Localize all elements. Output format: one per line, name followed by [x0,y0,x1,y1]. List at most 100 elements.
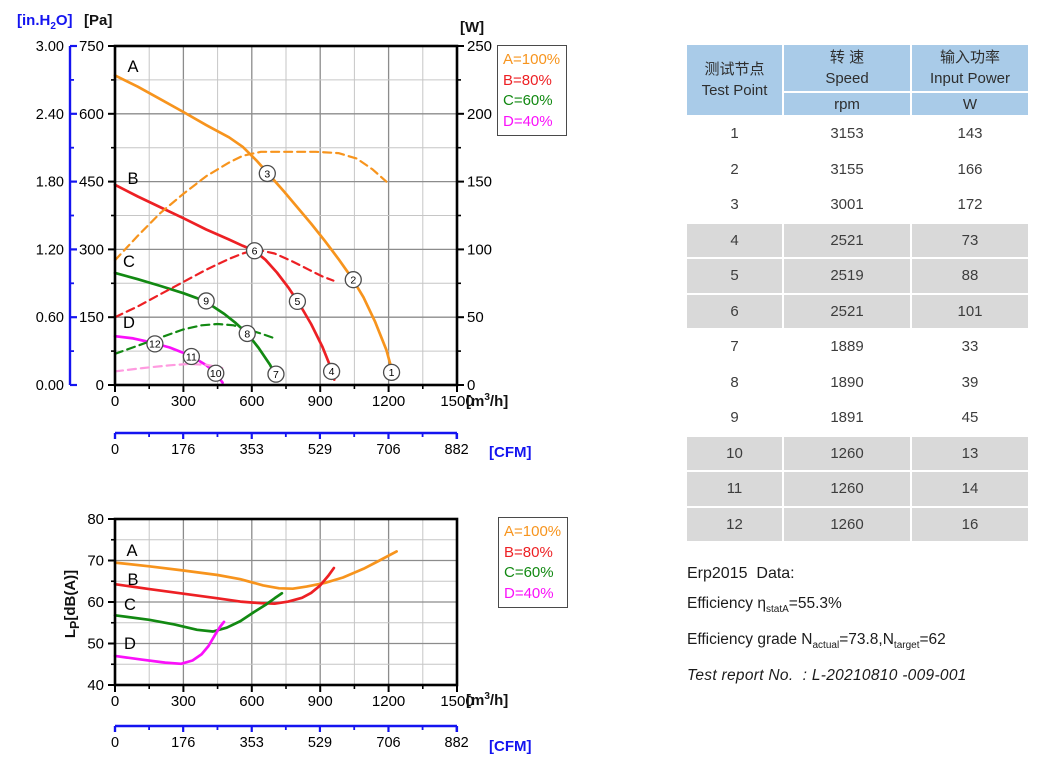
svg-text:80: 80 [87,511,104,528]
svg-text:60: 60 [87,594,104,611]
header-input-power: 输入功率 Input Power [912,45,1028,91]
test-report-number: Test report No. : L-20210810 -009-001 [687,667,967,685]
svg-text:1500: 1500 [440,393,473,410]
noise-chart: 80 70 60 50 40 0 300 600 900 1200 1500 0 176 353 529 70… [87,511,473,751]
table-cell-power: 88 [912,259,1028,293]
svg-text:450: 450 [79,174,104,191]
table-row: 9 1891 45 [687,401,1028,435]
table-cell-point: 11 [687,472,782,506]
table-cell-speed: 3153 [784,117,910,151]
svg-text:50: 50 [467,309,484,326]
cfm-axis-label-top: [CFM] [489,444,532,461]
table-cell-point: 3 [687,188,782,222]
svg-text:176: 176 [171,735,195,751]
svg-text:750: 750 [79,38,104,55]
table-cell-power: 14 [912,472,1028,506]
erp-title: Erp2015 Data: [687,565,795,582]
legend-item: B=80% [504,543,553,561]
svg-text:4: 4 [329,366,335,378]
table-cell-speed: 1260 [784,507,910,541]
table-row: 1 3153 143 [687,117,1028,151]
header-power-unit: W [912,93,1028,115]
svg-text:12: 12 [149,339,161,351]
legend-item: B=80% [503,71,552,89]
svg-text:900: 900 [308,393,333,410]
table-cell-point: 6 [687,294,782,328]
table-row: 6 2521 101 [687,294,1028,328]
header-speed-unit: rpm [784,93,910,115]
svg-text:10: 10 [210,368,222,380]
svg-text:8: 8 [244,328,250,340]
table-row: 8 1890 39 [687,365,1028,399]
legend-item: A=100% [503,51,561,68]
table-row: 12 1260 16 [687,507,1028,541]
svg-text:A: A [126,542,137,560]
table-rows: 1 3153 143 2 3155 166 3 3001 172 4 2521 73 5 2519 88 6 2… [687,117,1028,541]
svg-text:D: D [123,314,135,332]
m3h-axis-label-bottom: [m3/h] [466,691,509,709]
svg-text:0: 0 [111,442,119,458]
table-cell-speed: 1890 [784,365,910,399]
table-cell-speed: 3001 [784,188,910,222]
pa-axis-label: [Pa] [84,12,113,29]
svg-text:1200: 1200 [372,693,405,710]
table-row: 3 3001 172 [687,188,1028,222]
table-cell-power: 143 [912,117,1028,151]
table-cell-speed: 2521 [784,223,910,257]
svg-text:0: 0 [111,393,119,410]
svg-text:600: 600 [239,393,264,410]
svg-text:353: 353 [240,442,264,458]
svg-text:1.80: 1.80 [36,175,64,191]
table-cell-power: 166 [912,152,1028,186]
watt-axis-label: [W] [460,19,485,36]
legend-item: C=60% [504,564,554,581]
legend-item: D=40% [504,584,554,602]
table-cell-speed: 1889 [784,330,910,364]
svg-text:3.00: 3.00 [36,39,64,55]
svg-text:C: C [123,253,135,271]
table-row: 2 3155 166 [687,152,1028,186]
svg-text:A: A [127,58,138,76]
svg-text:150: 150 [467,174,492,191]
speed-legend-bottom: A=100% B=80% C=60% D=40% [498,517,569,608]
svg-text:176: 176 [171,442,195,458]
svg-text:882: 882 [445,442,469,458]
svg-text:6: 6 [252,246,258,258]
table-cell-point: 7 [687,330,782,364]
table-cell-power: 39 [912,365,1028,399]
legend-item: A=100% [504,523,562,540]
svg-text:882: 882 [445,735,469,751]
svg-text:0: 0 [111,693,119,710]
svg-text:300: 300 [171,393,196,410]
svg-text:0.00: 0.00 [36,378,64,394]
svg-text:529: 529 [308,735,332,751]
speed-legend-top: A=100% B=80% C=60% D=40% [497,45,568,136]
svg-text:2: 2 [350,274,356,286]
table-row: 10 1260 13 [687,436,1028,470]
svg-text:0.60: 0.60 [36,310,64,326]
cfm-axis-label-bottom: [CFM] [489,738,532,755]
table-cell-point: 8 [687,365,782,399]
table-cell-power: 172 [912,188,1028,222]
erp-data-block: Erp2015 Data: Efficiency ηstatA=55.3% Ef… [687,563,1037,695]
table-cell-speed: 1260 [784,472,910,506]
table-row: 7 1889 33 [687,330,1028,364]
svg-text:1500: 1500 [440,693,473,710]
erp-efficiency-grade: Efficiency grade Nactual=73.8,Ntarget=62 [687,631,946,652]
table-cell-point: 5 [687,259,782,293]
table-cell-power: 45 [912,401,1028,435]
svg-text:600: 600 [79,106,104,123]
svg-text:50: 50 [87,636,104,653]
svg-text:1200: 1200 [372,393,405,410]
table-cell-point: 9 [687,401,782,435]
table-cell-point: 10 [687,436,782,470]
header-speed: 转 速 Speed [784,45,910,91]
svg-text:70: 70 [87,553,104,570]
m3h-axis-label-top: [m3/h] [466,392,509,410]
svg-text:200: 200 [467,106,492,123]
svg-text:100: 100 [467,241,492,258]
svg-text:250: 250 [467,38,492,55]
svg-text:300: 300 [79,241,104,258]
